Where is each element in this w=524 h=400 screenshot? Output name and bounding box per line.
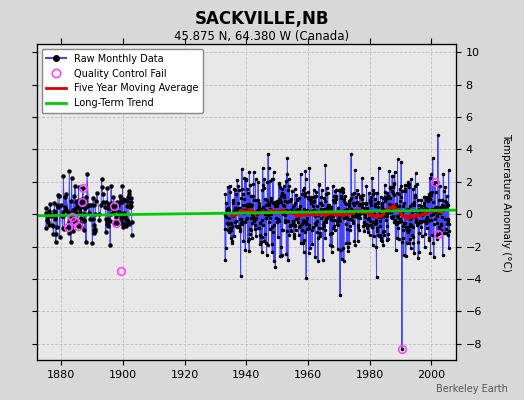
- Text: SACKVILLE,NB: SACKVILLE,NB: [195, 10, 329, 28]
- Legend: Raw Monthly Data, Quality Control Fail, Five Year Moving Average, Long-Term Tren: Raw Monthly Data, Quality Control Fail, …: [41, 49, 203, 113]
- Text: 45.875 N, 64.380 W (Canada): 45.875 N, 64.380 W (Canada): [174, 30, 350, 43]
- Text: Berkeley Earth: Berkeley Earth: [436, 384, 508, 394]
- Y-axis label: Temperature Anomaly (°C): Temperature Anomaly (°C): [501, 132, 511, 272]
